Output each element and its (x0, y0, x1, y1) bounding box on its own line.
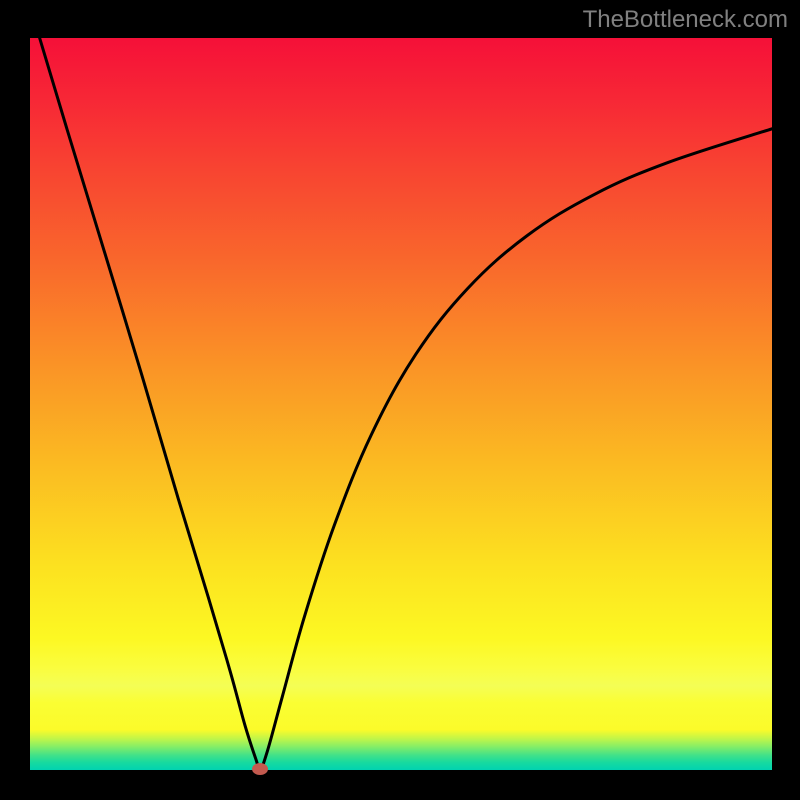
valley-marker (252, 763, 268, 775)
chart-stage: TheBottleneck.com (0, 0, 800, 800)
plot-background (30, 38, 772, 770)
watermark-text: TheBottleneck.com (583, 6, 788, 34)
bottleneck-chart (0, 0, 800, 800)
